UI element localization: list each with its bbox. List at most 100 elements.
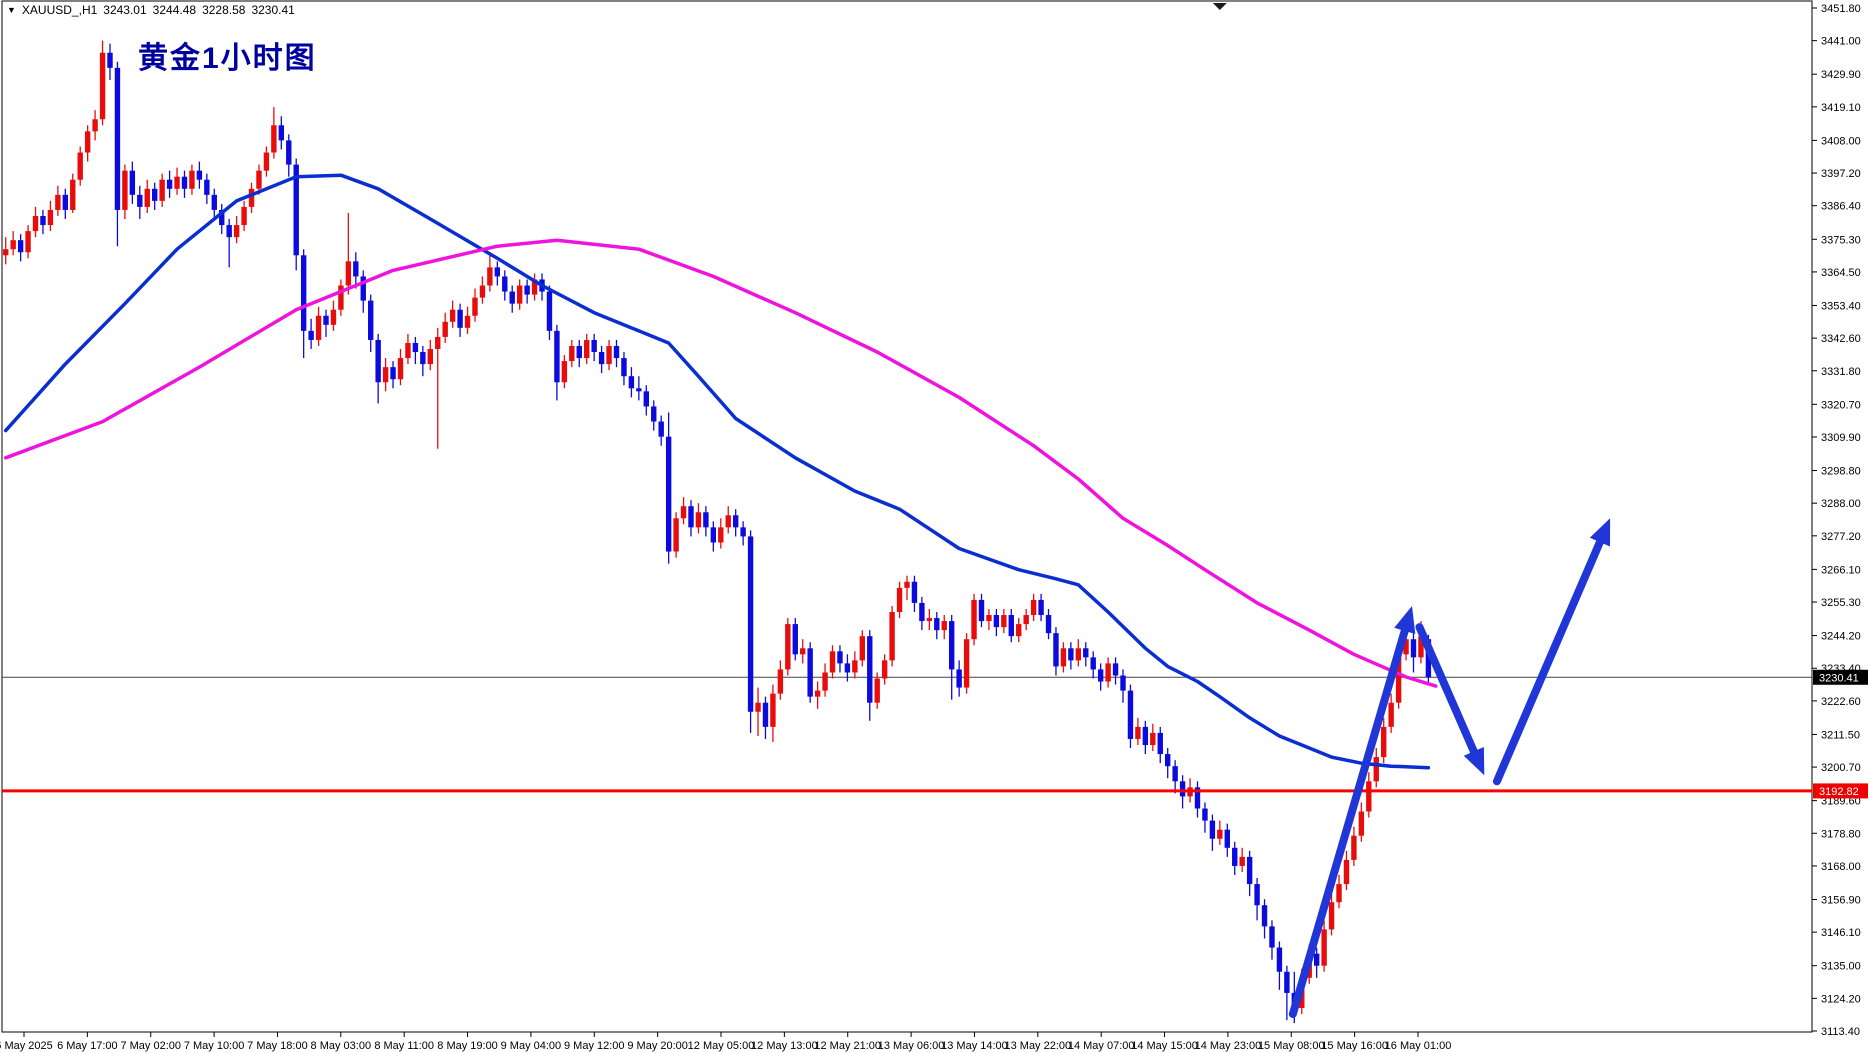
projection-arrow-up-2[interactable] <box>1492 538 1604 786</box>
price-tick-label: 3386.40 <box>1821 201 1861 213</box>
candle-body <box>829 651 836 673</box>
candle-body <box>107 52 113 68</box>
candle-body <box>822 672 828 691</box>
candle-body <box>1202 808 1208 821</box>
time-tick-label: 6 May 17:00 <box>57 1040 118 1052</box>
plot-border <box>1 0 1813 1033</box>
candle-body <box>144 188 150 207</box>
candle-body <box>1313 953 1320 966</box>
candle-body <box>881 660 888 679</box>
candle-body <box>420 352 426 365</box>
candle-body <box>1269 926 1275 948</box>
candle-body <box>3 249 9 256</box>
candle-body <box>137 194 143 207</box>
candle-body <box>524 285 530 295</box>
time-tick-label: 15 May 16:00 <box>1321 1040 1388 1052</box>
candle-body <box>1381 726 1387 758</box>
candle-body <box>732 515 739 528</box>
price-tick-label: 3178.80 <box>1821 828 1861 840</box>
candle-body <box>1016 624 1022 637</box>
projection-arrow-up-1[interactable] <box>1288 626 1409 1019</box>
candle-body <box>196 170 203 180</box>
candle-body <box>762 702 769 727</box>
candle-body <box>17 240 24 253</box>
candle-body <box>986 615 992 622</box>
candle-body <box>554 330 560 383</box>
time-scale[interactable]: 6 May 2025 6 May 17:00 7 May 02:00 7 May 10… <box>0 1032 1451 1052</box>
candle-body <box>92 119 98 132</box>
candle-body <box>1135 726 1141 739</box>
candle-body <box>1395 654 1402 703</box>
projection-arrow-down-head[interactable] <box>1463 747 1485 776</box>
candle-body <box>62 194 69 210</box>
candle-body <box>1120 675 1126 691</box>
candle-body <box>740 527 746 537</box>
price-tick-label: 3419.10 <box>1821 102 1861 114</box>
time-tick-label: 16 May 01:00 <box>1385 1040 1452 1052</box>
candle-body <box>971 599 977 640</box>
candle-body <box>844 663 851 673</box>
candle-body <box>189 170 195 189</box>
candle-body <box>1194 787 1201 809</box>
price-tick-label: 3309.90 <box>1821 432 1861 444</box>
candle-body <box>561 361 568 383</box>
candle-body <box>397 358 404 380</box>
candle-body <box>47 209 54 226</box>
candle-body <box>1254 884 1260 906</box>
candle-body <box>785 624 791 670</box>
candle-body <box>1209 820 1216 839</box>
candle-body <box>256 170 262 189</box>
candle-body <box>904 581 910 588</box>
candle-body <box>129 170 136 195</box>
candle-body <box>1001 615 1007 628</box>
candle-body <box>1246 856 1253 885</box>
candle-body <box>77 152 83 180</box>
time-tick-label: 12 May 05:00 <box>688 1040 755 1052</box>
time-tick-label: 7 May 02:00 <box>120 1040 181 1052</box>
candle-body <box>308 330 314 340</box>
candle-body <box>293 164 299 256</box>
quote-low: 3228.58 <box>202 3 246 17</box>
ma-magenta[interactable] <box>3 238 1438 688</box>
candle-body <box>405 342 411 359</box>
candle-body <box>643 391 650 407</box>
candle-body <box>1328 902 1335 930</box>
symbol-dropdown-icon[interactable]: ▼ <box>7 5 16 15</box>
candle-body <box>375 339 381 383</box>
candle-body <box>516 285 523 304</box>
price-tick-label: 3222.60 <box>1821 696 1861 708</box>
candle-body <box>1075 648 1082 661</box>
time-tick-label: 14 May 15:00 <box>1131 1040 1198 1052</box>
candle-body <box>1343 859 1350 885</box>
projection-arrow-up-1-head[interactable] <box>1394 606 1416 634</box>
candle-body <box>792 624 798 655</box>
projection-arrows[interactable] <box>1288 518 1611 1019</box>
candle-body <box>1261 905 1268 927</box>
candle-body <box>621 358 627 377</box>
chart-shift-marker-icon[interactable] <box>1212 3 1227 10</box>
support-line-tag: 3192.82 <box>1813 783 1868 799</box>
candle-body <box>368 300 374 340</box>
candle-body <box>1164 754 1171 767</box>
candle-body <box>166 179 173 189</box>
candle-body <box>531 279 538 295</box>
candle-body <box>99 52 106 120</box>
candle-body <box>1217 829 1223 839</box>
ma-blue[interactable] <box>3 173 1431 770</box>
candle-body <box>911 581 918 603</box>
projection-arrow-up-2-head[interactable] <box>1589 518 1611 547</box>
time-tick-label: 8 May 03:00 <box>311 1040 372 1052</box>
candle-body <box>777 669 784 694</box>
candle-body <box>867 636 873 703</box>
projection-arrow-down[interactable] <box>1415 623 1478 756</box>
candle-body <box>1060 648 1067 667</box>
candle-body <box>576 345 582 359</box>
price-tick-label: 3277.20 <box>1821 531 1861 543</box>
candle-body <box>680 506 687 519</box>
candle-body <box>1172 766 1178 782</box>
price-tick-label: 3124.20 <box>1821 993 1861 1005</box>
price-tick-label: 3113.40 <box>1821 1026 1860 1038</box>
price-scale[interactable]: 3451.80 3441.00 3429.90 3419.10 3408.00 3397.… <box>1812 3 1861 1038</box>
price-tick-label: 3429.90 <box>1821 69 1861 81</box>
